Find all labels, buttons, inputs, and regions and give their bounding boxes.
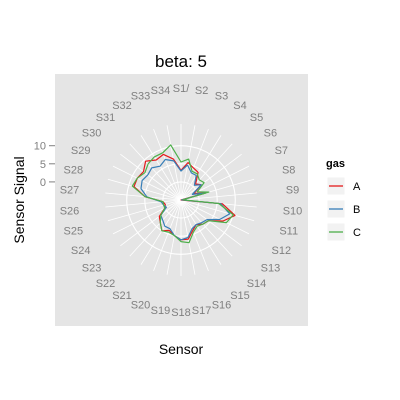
spoke-line bbox=[166, 199, 182, 275]
category-label: S15 bbox=[230, 290, 250, 302]
spoke-line bbox=[140, 199, 182, 265]
category-label: S34 bbox=[151, 85, 171, 97]
category-label: S29 bbox=[71, 145, 91, 157]
category-label: S9 bbox=[286, 185, 299, 197]
category-label: S24 bbox=[71, 245, 91, 257]
legend-label-B: B bbox=[353, 204, 360, 216]
y-axis-ticks: 0 5 10 bbox=[34, 141, 55, 189]
category-label: S21 bbox=[112, 290, 132, 302]
spoke-line bbox=[180, 135, 222, 201]
category-label: S27 bbox=[60, 185, 80, 197]
series-layer bbox=[131, 144, 236, 244]
grid-ring bbox=[126, 145, 236, 255]
spoke-line bbox=[180, 199, 242, 247]
legend: gas ABC bbox=[326, 158, 361, 242]
spoke-line bbox=[129, 199, 182, 257]
category-label: S14 bbox=[247, 278, 267, 290]
y-tick-label: 5 bbox=[40, 159, 46, 171]
legend-items: ABC bbox=[326, 176, 361, 242]
chart-title: beta: 5 bbox=[155, 52, 207, 71]
category-label: S31 bbox=[96, 112, 116, 124]
spoke-line bbox=[120, 199, 182, 247]
spoke-line bbox=[107, 178, 182, 201]
spoke-line bbox=[153, 128, 182, 201]
category-label: S22 bbox=[96, 278, 116, 290]
spoke-line bbox=[105, 199, 182, 208]
category-label: S8 bbox=[282, 164, 295, 176]
category-label: S16 bbox=[212, 299, 232, 311]
spoke-line bbox=[112, 199, 182, 235]
spoke-line bbox=[180, 153, 242, 201]
spoke-line bbox=[153, 199, 182, 272]
category-label: S4 bbox=[233, 100, 246, 112]
spoke-line bbox=[180, 192, 257, 201]
grid-ring bbox=[162, 181, 200, 219]
legend-label-C: C bbox=[353, 227, 361, 239]
spoke-line bbox=[180, 199, 222, 265]
category-label: S1/ bbox=[173, 83, 190, 95]
spoke-line bbox=[166, 125, 182, 201]
spoke-line bbox=[180, 143, 233, 201]
spoke-line bbox=[129, 143, 182, 201]
grid-ring bbox=[144, 163, 218, 237]
y-tick-label: 0 bbox=[40, 177, 46, 189]
spoke-line bbox=[180, 199, 233, 257]
category-label: S25 bbox=[64, 226, 84, 238]
category-label: S23 bbox=[82, 263, 102, 275]
series-line-C bbox=[131, 144, 234, 244]
x-axis-title: Sensor bbox=[159, 341, 204, 357]
spoke-line bbox=[107, 199, 182, 222]
spoke-line bbox=[105, 192, 182, 201]
category-label: S5 bbox=[250, 112, 263, 124]
category-label: S2 bbox=[195, 85, 208, 97]
category-label: S11 bbox=[279, 226, 298, 238]
category-label: S20 bbox=[131, 299, 151, 311]
category-label: S12 bbox=[272, 245, 292, 257]
spoke-line bbox=[120, 153, 182, 201]
legend-title: gas bbox=[326, 158, 345, 170]
category-label: S33 bbox=[131, 91, 151, 103]
category-label: S18 bbox=[171, 307, 191, 319]
category-label: S30 bbox=[82, 128, 102, 140]
spoke-line bbox=[140, 135, 182, 201]
spoke-line bbox=[180, 199, 209, 272]
spoke-line bbox=[180, 199, 250, 235]
spoke-line bbox=[112, 165, 182, 201]
category-label: S17 bbox=[192, 305, 212, 317]
series-line-B bbox=[140, 158, 231, 241]
category-label: S13 bbox=[261, 263, 281, 275]
legend-label-A: A bbox=[353, 181, 361, 193]
spoke-line bbox=[180, 128, 209, 201]
spoke-line bbox=[180, 199, 255, 222]
category-label: S10 bbox=[283, 205, 303, 217]
category-label: S19 bbox=[151, 305, 171, 317]
category-label: S32 bbox=[112, 100, 132, 112]
y-axis-title: Sensor Signal bbox=[11, 156, 27, 243]
category-label: S28 bbox=[64, 164, 84, 176]
category-label: S6 bbox=[264, 128, 277, 140]
category-label: S26 bbox=[60, 205, 80, 217]
category-label: S3 bbox=[215, 91, 228, 103]
category-label: S7 bbox=[275, 145, 288, 157]
y-tick-label: 10 bbox=[34, 141, 46, 153]
